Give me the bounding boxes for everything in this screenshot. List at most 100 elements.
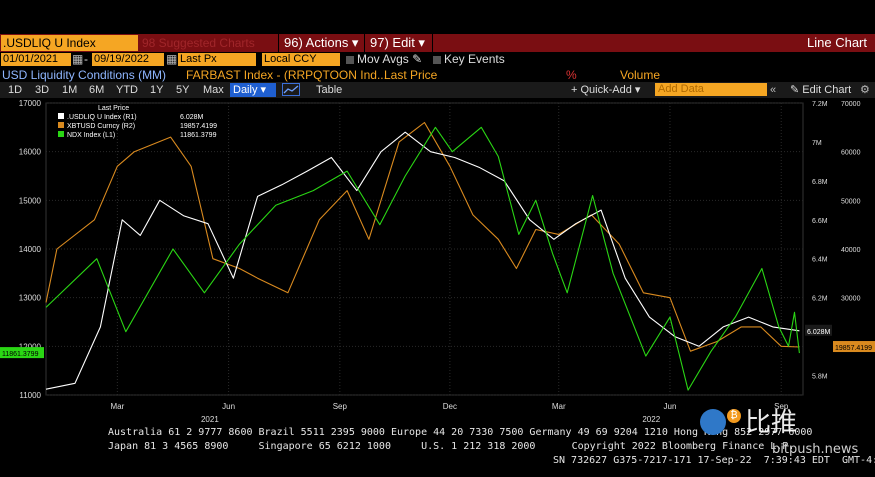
period-1m[interactable]: 1M	[62, 84, 78, 96]
right2-axis-tick-label: 50000	[841, 198, 861, 205]
currency-select[interactable]: Local CCY	[262, 53, 340, 66]
period-1y[interactable]: 1Y	[150, 84, 164, 96]
legend-header: Last Price	[98, 105, 129, 112]
table-button[interactable]: Table	[316, 84, 343, 96]
right2-axis-tick-label: 30000	[841, 296, 861, 303]
legend-series-name: NDX Index (L1)	[67, 132, 115, 139]
legend-swatch	[58, 113, 64, 119]
period-5y[interactable]: 5Y	[176, 84, 190, 96]
end-date-field[interactable]: 09/19/2022	[92, 53, 164, 66]
quick-add-button[interactable]: + Quick-Add ▾	[571, 84, 641, 96]
ndx-last-value-bg	[0, 347, 44, 359]
left-axis-tick-label: 16000	[19, 148, 42, 157]
x-axis-tick-label: Mar	[110, 402, 124, 411]
left-axis-tick-label: 13000	[19, 294, 42, 303]
bitcoin-icon: ₿	[727, 409, 741, 423]
right1-axis-tick-label: 7.2M	[812, 101, 828, 108]
right1-axis-tick-label: 6.8M	[812, 179, 828, 186]
xbt-last-value: 19857.4199	[835, 345, 872, 352]
key-events-label: Key Events	[444, 52, 505, 66]
toolbar-divider	[364, 34, 365, 52]
start-date-field[interactable]: 01/01/2021	[1, 53, 71, 66]
legend-series-value: 19857.4199	[180, 123, 217, 130]
checkbox-icon[interactable]	[346, 55, 354, 64]
pencil-icon[interactable]: ✎	[412, 52, 423, 66]
right1-axis-tick-label: 6.2M	[812, 296, 828, 303]
left-axis-tick-label: 12000	[19, 342, 42, 351]
watermark-text: 比推	[745, 408, 798, 438]
x-axis-tick-label: Mar	[552, 402, 566, 411]
frequency-select[interactable]: Daily ▾	[230, 83, 276, 97]
legend-swatch	[58, 131, 64, 137]
x-axis-tick-label: Jun	[664, 402, 677, 411]
collapse-icon[interactable]: «	[770, 84, 777, 96]
left-axis-tick-label: 14000	[19, 245, 42, 254]
price-field-select[interactable]: Last Px	[178, 53, 256, 66]
series-line	[45, 126, 800, 391]
legend-series-value: 11861.3799	[180, 132, 217, 139]
legend-series-value: 6.028M	[180, 114, 204, 121]
ticker-input[interactable]: .USDLIQ U Index	[1, 35, 138, 51]
x-axis-tick-label: Sep	[774, 402, 789, 411]
period-3d[interactable]: 3D	[35, 84, 50, 96]
series-title: USD Liquidity Conditions (MM)	[2, 68, 167, 82]
percent-label: %	[566, 68, 577, 82]
watermark-url: bitpush.news	[772, 442, 859, 457]
checkbox-icon[interactable]	[433, 55, 441, 64]
right2-axis-tick-label: 60000	[841, 150, 861, 157]
edit-menu[interactable]: 97) Edit ▾	[370, 35, 425, 50]
series-line	[45, 121, 800, 352]
pencil-icon: ✎	[790, 84, 800, 96]
toolbar-divider	[432, 34, 433, 52]
actions-menu[interactable]: 96) Actions ▾	[284, 35, 359, 50]
settings-icon[interactable]: ⚙	[860, 84, 870, 96]
second-series-label: FARBAST Index - (RRPQTOON Ind...	[186, 68, 387, 82]
x-axis-tick-label: Jun	[222, 402, 235, 411]
calendar-icon[interactable]: ▦	[72, 52, 84, 66]
right1-axis-tick-label: 5.8M	[812, 374, 828, 381]
period-1d[interactable]: 1D	[8, 84, 23, 96]
left-axis-tick-label: 11000	[19, 391, 41, 400]
x-axis-year-label: 2022	[642, 415, 660, 424]
series-line	[45, 131, 800, 390]
left-axis-tick-label: 17000	[19, 99, 42, 108]
legend-series-name: XBTUSD Curncy (R2)	[67, 123, 135, 130]
xbt-last-value-bg	[833, 341, 875, 353]
key-events-toggle[interactable]: Key Events	[433, 53, 505, 66]
footer-session-info: SN 732627 G375-7217-171 17-Sep-22 7:39:4…	[553, 455, 875, 466]
right2-axis-tick-label: 70000	[841, 101, 861, 108]
mov-avgs-label: Mov Avgs	[357, 52, 409, 66]
left-axis-tick-label: 15000	[19, 196, 42, 205]
legend-swatch	[58, 122, 64, 128]
date-separator: -	[84, 52, 88, 66]
toolbar-divider	[278, 34, 279, 52]
add-data-input[interactable]: Add Data	[655, 83, 767, 96]
right1-axis-tick-label: 6.4M	[812, 257, 828, 264]
footer-contacts-line2: Japan 81 3 4565 8900 Singapore 65 6212 1…	[108, 441, 795, 452]
ndx-last-value: 11861.3799	[2, 351, 39, 358]
price-chart[interactable]: 11000 12000 13000 14000 15000 16000 17000 5.8M 6…	[0, 99, 875, 430]
calendar-icon[interactable]: ▦	[166, 52, 178, 66]
right1-axis-tick-label: 6.6M	[812, 218, 828, 225]
chart-type-label: Line Chart	[807, 35, 867, 50]
right1-axis-tick-label: 7M	[812, 140, 822, 147]
usdliq-last-value: 6.028M	[807, 329, 831, 336]
period-max[interactable]: Max	[203, 84, 224, 96]
edit-chart-label: Edit Chart	[802, 84, 852, 96]
usdliq-last-value-bg	[805, 324, 832, 336]
period-6m[interactable]: 6M	[89, 84, 105, 96]
period-ytd[interactable]: YTD	[116, 84, 138, 96]
x-axis-tick-label: Dec	[443, 402, 457, 411]
bitpush-logo-icon	[700, 409, 726, 435]
x-axis-year-label: 2021	[201, 415, 219, 424]
x-axis-tick-label: Sep	[333, 402, 348, 411]
edit-chart-button[interactable]: ✎ Edit Chart	[790, 83, 851, 97]
volume-label: Volume	[620, 68, 661, 82]
last-price-label: Last Price	[384, 68, 438, 82]
mov-avgs-toggle[interactable]: Mov Avgs ✎	[346, 53, 422, 66]
line-chart-icon[interactable]	[282, 83, 300, 96]
suggested-charts-button[interactable]: 98 Suggested Charts	[142, 36, 255, 50]
top-toolbar: .USDLIQ U Index 98 Suggested Charts 96) …	[0, 34, 875, 52]
range-controls: 01/01/2021 ▦ - 09/19/2022 ▦ Last Px Loca…	[0, 53, 875, 67]
legend-series-name: .USDLIQ U Index (R1)	[67, 114, 137, 121]
